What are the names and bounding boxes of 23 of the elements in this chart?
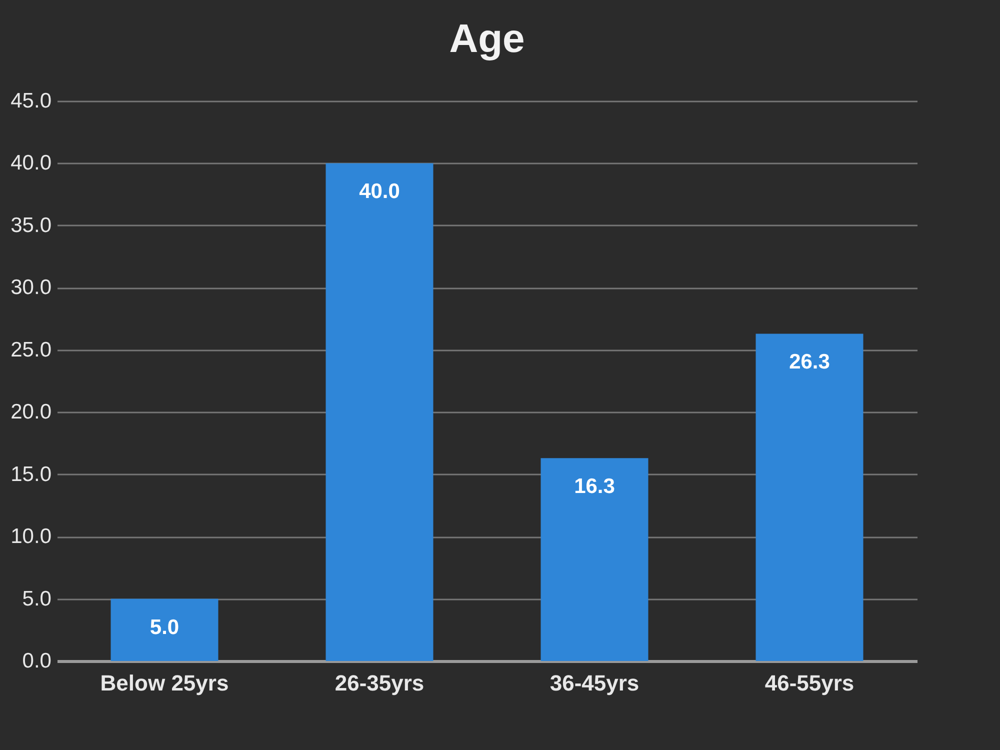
y-tick-label: 5.0 — [22, 587, 52, 610]
x-tick-label: 36-45yrs — [550, 670, 640, 696]
x-tick-label: 26-35yrs — [334, 670, 424, 696]
y-tick-label: 15.0 — [10, 462, 52, 486]
chart-title: Age — [449, 17, 525, 61]
data-label: 26.3 — [789, 350, 830, 374]
data-label: 40.0 — [359, 180, 400, 204]
x-tick-label: Below 25yrs — [100, 670, 229, 696]
bar — [756, 334, 864, 661]
data-label: 16.3 — [574, 475, 615, 498]
bar — [110, 598, 218, 661]
data-label: 5.0 — [150, 616, 180, 639]
y-tick-label: 0.0 — [22, 650, 52, 672]
y-tick-label: 20.0 — [10, 400, 52, 424]
y-tick-label: 45.0 — [10, 90, 52, 112]
y-tick-label: 25.0 — [10, 338, 52, 362]
y-tick-label: 40.0 — [10, 152, 52, 175]
y-tick-label: 35.0 — [10, 214, 52, 237]
y-tick-label: 10.0 — [10, 525, 52, 548]
bar — [540, 458, 648, 661]
y-tick-label: 30.0 — [10, 276, 52, 300]
bar — [326, 163, 434, 661]
x-tick-label: 46-55yrs — [764, 670, 854, 696]
